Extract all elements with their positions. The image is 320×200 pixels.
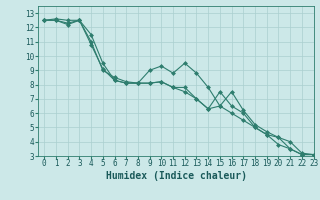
X-axis label: Humidex (Indice chaleur): Humidex (Indice chaleur) — [106, 171, 246, 181]
